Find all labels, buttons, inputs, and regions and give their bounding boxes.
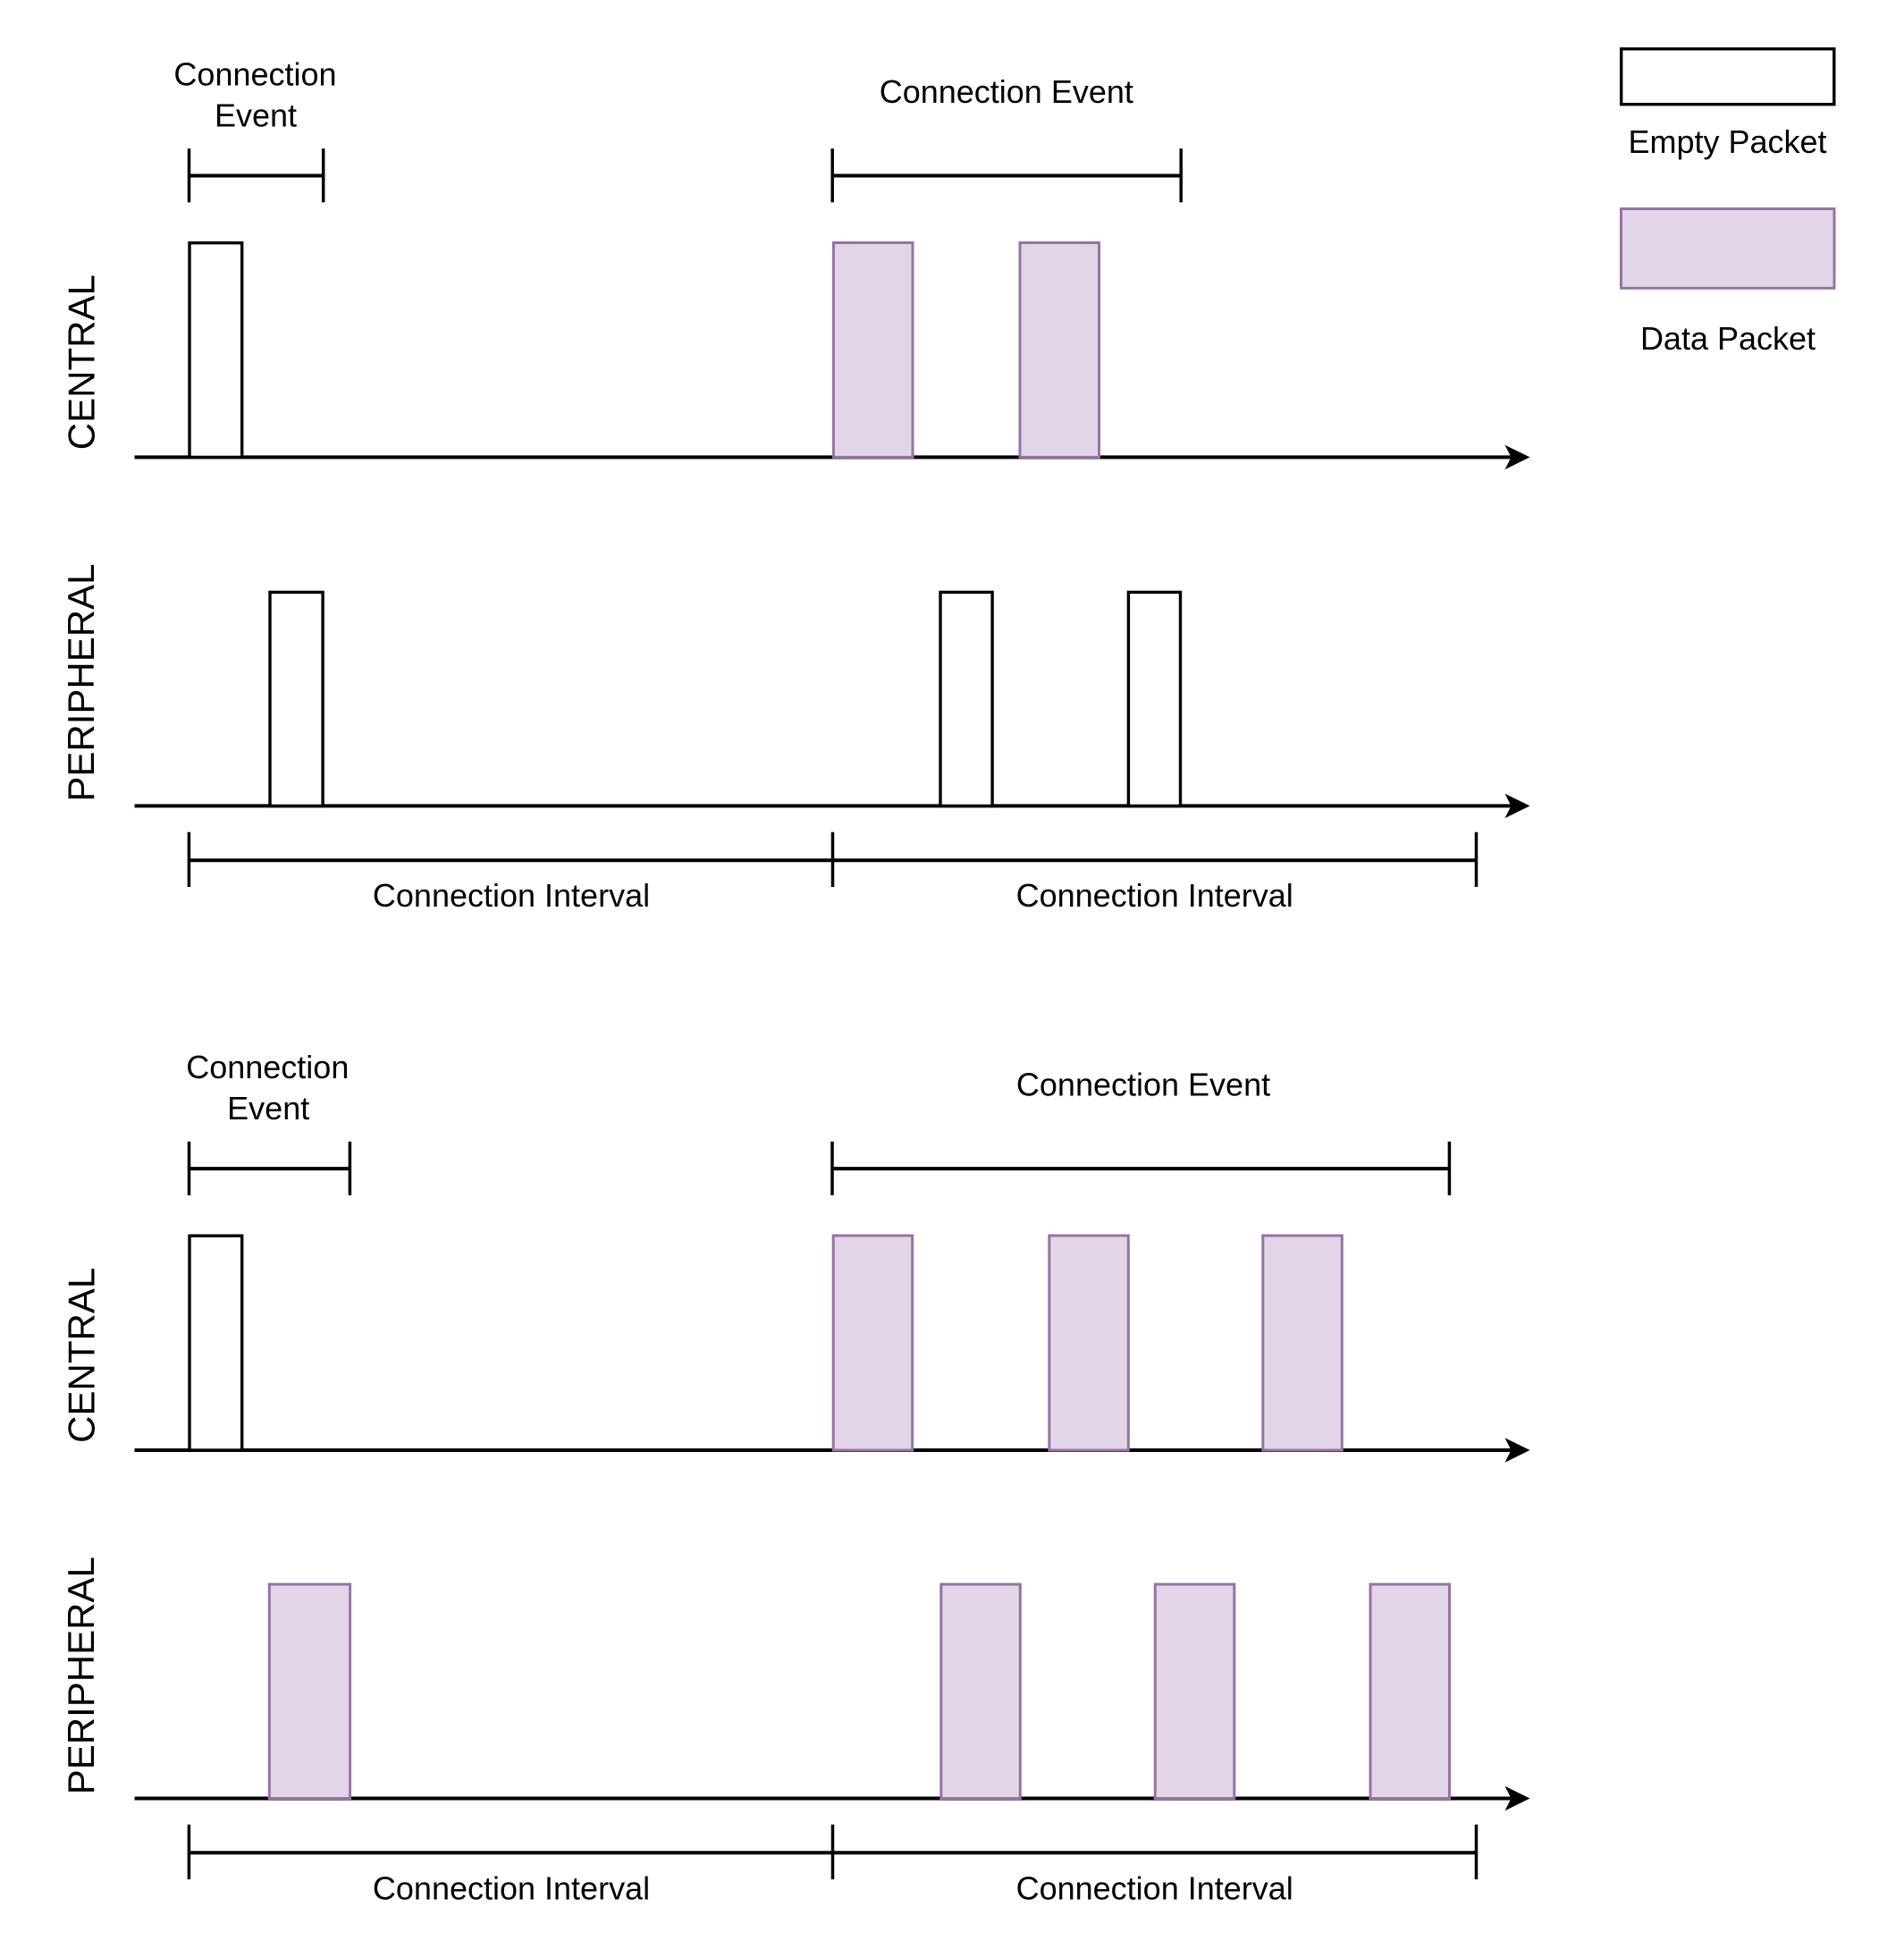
svg-text:Connection Interval: Connection Interval — [373, 877, 650, 914]
svg-text:PERIPHERAL: PERIPHERAL — [60, 1557, 102, 1794]
svg-text:Empty Packet: Empty Packet — [1628, 123, 1826, 160]
svg-text:CENTRAL: CENTRAL — [61, 1268, 103, 1443]
svg-text:PERIPHERAL: PERIPHERAL — [60, 564, 102, 802]
svg-text:CENTRAL: CENTRAL — [61, 274, 103, 450]
svg-text:Connection Interval: Connection Interval — [1016, 877, 1293, 914]
svg-text:Event: Event — [227, 1090, 309, 1127]
svg-text:Data Packet: Data Packet — [1640, 320, 1816, 357]
svg-text:Connection Interval: Connection Interval — [373, 1870, 650, 1907]
svg-text:Connection Event: Connection Event — [1016, 1067, 1270, 1103]
svg-text:Connection: Connection — [186, 1049, 349, 1085]
svg-text:Event: Event — [215, 97, 297, 133]
svg-text:Connection Interval: Connection Interval — [1016, 1870, 1293, 1907]
svg-text:Connection Event: Connection Event — [880, 73, 1133, 110]
svg-text:Connection: Connection — [173, 56, 336, 93]
